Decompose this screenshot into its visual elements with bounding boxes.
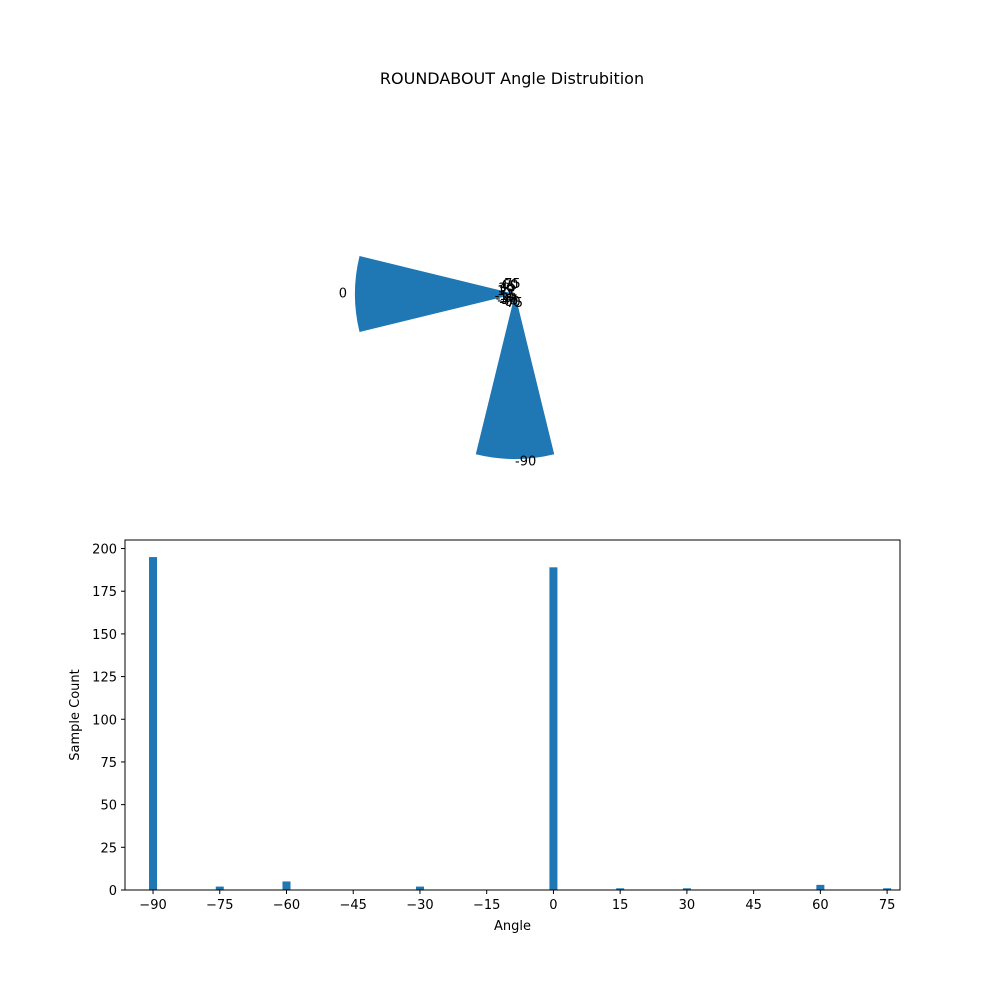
polar-theta-label: 45 — [500, 279, 517, 294]
chart-title: ROUNDABOUT Angle Distrubition — [380, 69, 644, 88]
polar-sector — [475, 297, 555, 459]
polar-theta-label: -30 — [496, 292, 517, 307]
polar-sector — [510, 290, 513, 293]
polar-theta-label: -90 — [515, 455, 536, 470]
y-tick-label: 0 — [109, 884, 117, 899]
polar-theta-label: -45 — [497, 294, 518, 309]
polar-theta-label: -75 — [502, 296, 523, 311]
histogram-bar — [415, 886, 424, 890]
polar-theta-label: 60 — [502, 278, 519, 293]
polar-theta-label: 15 — [497, 284, 514, 299]
polar-theta-label: -60 — [499, 295, 520, 310]
histogram-bar — [149, 557, 158, 890]
histogram-bar — [816, 884, 825, 890]
y-tick-label: 175 — [92, 585, 117, 600]
x-tick-label: −75 — [206, 898, 233, 913]
histogram-bar — [682, 888, 691, 890]
x-tick-label: 0 — [549, 898, 557, 913]
polar-theta-label: 75 — [504, 277, 521, 292]
histogram-bar — [282, 881, 291, 890]
y-tick-label: 25 — [100, 841, 117, 856]
histogram-bar — [883, 888, 892, 890]
x-tick-label: 75 — [879, 898, 896, 913]
plot-frame — [124, 539, 901, 891]
y-tick-label: 150 — [92, 628, 117, 643]
x-tick-label: −60 — [273, 898, 300, 913]
polar-theta-label: 0 — [339, 287, 347, 302]
polar-theta-label: 30 — [498, 282, 515, 297]
polar-sector — [509, 295, 513, 298]
y-tick-label: 100 — [92, 713, 117, 728]
histogram-bar — [549, 567, 558, 890]
histogram-chart: −90 −75 −60 −45 −30 −15 0 15 30 45 60 75 0 25 50 75 100 1… — [68, 539, 901, 934]
polar-theta-label: -15 — [495, 289, 516, 304]
x-tick-label: 45 — [745, 898, 762, 913]
polar-sector — [509, 296, 514, 302]
x-tick-label: 30 — [679, 898, 696, 913]
y-tick-label: 50 — [100, 799, 117, 814]
x-tick-label: 60 — [812, 898, 829, 913]
polar-sector — [512, 289, 515, 291]
histogram-bar — [616, 888, 625, 890]
polar-sector — [354, 255, 512, 333]
y-tick-label: 75 — [100, 756, 117, 771]
y-axis-label: Sample Count — [68, 669, 83, 760]
x-tick-label: −15 — [473, 898, 500, 913]
x-axis-label: Angle — [494, 919, 531, 934]
x-tick-label: −90 — [139, 898, 166, 913]
x-tick-label: 15 — [612, 898, 629, 913]
x-tick-label: −30 — [406, 898, 433, 913]
y-tick-label: 200 — [92, 543, 117, 558]
y-tick-label: 125 — [92, 671, 117, 686]
x-tick-label: −45 — [340, 898, 367, 913]
histogram-bar — [215, 886, 224, 890]
